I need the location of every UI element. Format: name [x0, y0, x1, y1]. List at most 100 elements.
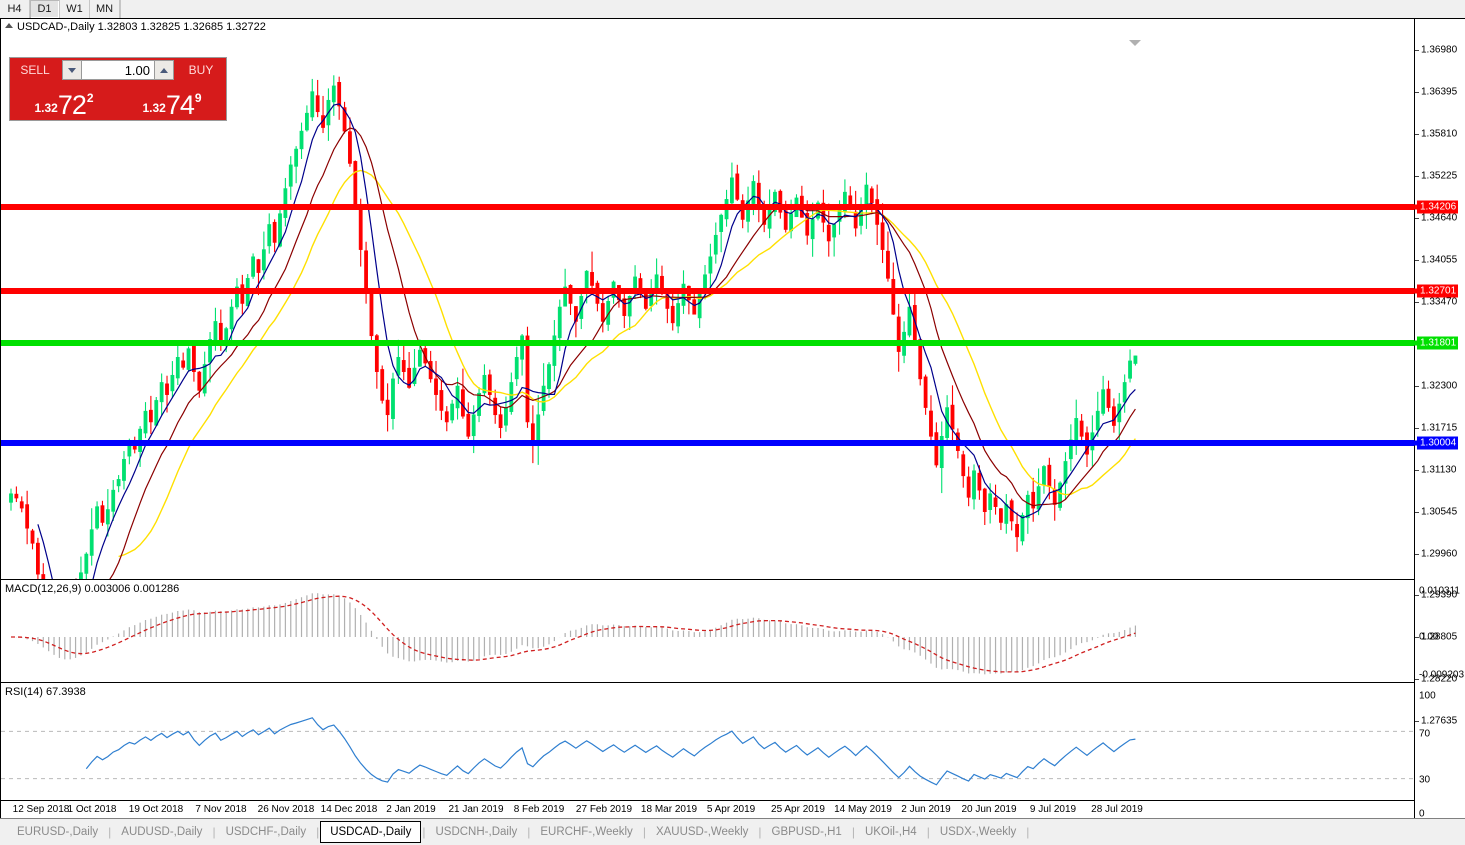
macd-scale-label: 0.00	[1419, 631, 1439, 643]
time-axis-label: 7 Nov 2018	[195, 804, 247, 815]
price-tick-label: 1.31715	[1421, 422, 1458, 434]
time-axis-label: 19 Oct 2018	[128, 804, 184, 815]
rsi-scale-label: 100	[1419, 690, 1436, 702]
symbol-tab-gbpusd--h1[interactable]: GBPUSD-,H1	[771, 826, 842, 838]
symbol-tab-usdcnh--daily[interactable]: USDCNH-,Daily	[435, 826, 518, 838]
symbol-tab-bar[interactable]: EURUSD-,Daily | AUDUSD-,Daily | USDCHF-,Dail…	[0, 818, 1465, 845]
one-click-trading-panel[interactable]: SELL 1.00 BUY 1.32 72 2 1.32 74 9	[9, 57, 227, 121]
ask-price-button[interactable]: 1.32 74 9	[119, 82, 225, 120]
chart-area[interactable]: USDCAD-,Daily 1.32803 1.32825 1.32685 1.…	[0, 18, 1465, 820]
timeframe-h4[interactable]: H4	[0, 0, 30, 18]
time-axis[interactable]: 12 Sep 2018 1 Oct 2018 19 Oct 2018 7 Nov 20…	[1, 800, 1414, 818]
time-axis-label: 14 May 2019	[834, 804, 892, 815]
level-price-nub	[1411, 288, 1417, 294]
time-axis-label: 9 Jul 2019	[1029, 804, 1077, 815]
level-price-label-resistance-upper[interactable]: 1.34206	[1417, 200, 1459, 214]
price-tick-label: 1.34640	[1421, 212, 1458, 224]
price-tick	[1415, 92, 1419, 93]
bid-price-pips: 72	[57, 90, 87, 120]
time-axis-label: 2 Jan 2019	[386, 804, 436, 815]
pane-separator-rsi	[1, 682, 1414, 683]
macd-pane[interactable]	[1, 580, 1414, 682]
time-axis-label: 25 Apr 2019	[771, 804, 825, 815]
volume-input[interactable]: 1.00	[82, 60, 154, 80]
rsi-pane[interactable]	[1, 683, 1414, 819]
macd-label: MACD(12,26,9) 0.003006 0.001286	[5, 583, 180, 595]
price-tick-label: 1.28220	[1421, 673, 1458, 685]
price-tick	[1415, 428, 1419, 429]
level-price-nub	[1411, 340, 1417, 346]
price-tick	[1415, 679, 1419, 680]
tab-separator: |	[1026, 825, 1030, 839]
level-price-label-support-blue[interactable]: 1.30004	[1417, 436, 1459, 450]
timeframe-toolbar: H4 D1 W1 MN	[0, 0, 1465, 19]
time-axis-label: 27 Feb 2019	[575, 804, 633, 815]
timeframe-mn[interactable]: MN	[90, 0, 120, 18]
price-scale[interactable]: 1.36980 1.36395 1.35810 1.35225 1.34640 1.340…	[1411, 19, 1465, 820]
level-price-nub	[1411, 204, 1417, 210]
level-price-label-resistance-lower[interactable]: 1.32701	[1417, 284, 1459, 298]
rsi-label: RSI(14) 67.3938	[5, 686, 86, 698]
tab-separator: |	[212, 825, 216, 839]
volume-up-button[interactable]	[154, 60, 174, 80]
time-axis-label: 18 Mar 2019	[640, 804, 698, 815]
symbol-tab-audusd--daily[interactable]: AUDUSD-,Daily	[121, 826, 203, 838]
time-axis-label: 8 Feb 2019	[513, 804, 565, 815]
price-tick-label: 1.36980	[1421, 44, 1458, 56]
one-click-quotes-row: 1.32 72 2 1.32 74 9	[10, 82, 226, 121]
ask-price-fraction: 9	[194, 91, 202, 105]
level-price-label-support-green[interactable]: 1.31801	[1417, 336, 1459, 350]
price-tick-label: 1.33470	[1421, 296, 1458, 308]
time-axis-label: 2 Jun 2019	[901, 804, 951, 815]
price-tick-label: 1.35810	[1421, 128, 1458, 140]
volume-stepper[interactable]: 1.00	[62, 60, 174, 80]
price-tick	[1415, 595, 1419, 596]
rsi-scale-label: 70	[1419, 728, 1431, 740]
tab-separator: |	[108, 825, 112, 839]
symbol-tab-eurchf--weekly[interactable]: EURCHF-,Weekly	[540, 826, 633, 838]
ask-price-prefix: 1.32	[142, 101, 166, 115]
tab-separator: |	[527, 825, 531, 839]
pane-separator-macd	[1, 579, 1414, 580]
chart-symbol-header: USDCAD-,Daily 1.32803 1.32825 1.32685 1.…	[5, 21, 266, 33]
price-tick	[1415, 260, 1419, 261]
symbol-tab-usdchf--daily[interactable]: USDCHF-,Daily	[225, 826, 307, 838]
tab-separator: |	[422, 825, 426, 839]
symbol-tab-ukoil--h4[interactable]: UKOil-,H4	[864, 826, 917, 838]
level-price-nub	[1411, 440, 1417, 446]
ask-price-pips: 74	[165, 90, 195, 120]
price-tick-label: 1.36395	[1421, 86, 1458, 98]
price-pane[interactable]	[1, 19, 1414, 579]
price-tick-label: 1.30545	[1421, 506, 1458, 518]
bid-price-fraction: 2	[86, 91, 94, 105]
rsi-scale-label: 30	[1419, 774, 1431, 786]
time-axis-label: 1 Oct 2018	[67, 804, 117, 815]
chevron-up-icon	[160, 67, 168, 73]
price-tick	[1415, 218, 1419, 219]
chart-symbol-ohlc-text: USDCAD-,Daily 1.32803 1.32825 1.32685 1.…	[17, 21, 266, 33]
time-axis-label: 20 Jun 2019	[961, 804, 1017, 815]
buy-button[interactable]: BUY	[176, 58, 226, 82]
timeframe-d1[interactable]: D1	[30, 0, 60, 18]
toolbar-empty-space	[120, 0, 1465, 18]
bid-price-button[interactable]: 1.32 72 2	[11, 82, 117, 120]
symbol-tab-eurusd--daily[interactable]: EURUSD-,Daily	[17, 826, 99, 838]
price-tick-label: 1.29390	[1421, 589, 1458, 601]
time-axis-label: 5 Apr 2019	[706, 804, 756, 815]
price-tick-label: 1.28805	[1421, 631, 1458, 643]
sell-button[interactable]: SELL	[10, 58, 60, 82]
symbol-tab-usdcad--daily[interactable]: USDCAD-,Daily	[320, 821, 422, 843]
symbol-tab-xauusd--weekly[interactable]: XAUUSD-,Weekly	[655, 826, 749, 838]
price-tick	[1415, 554, 1419, 555]
price-tick	[1415, 134, 1419, 135]
collapse-triangle-icon[interactable]	[5, 23, 13, 28]
price-tick-label: 1.31130	[1421, 464, 1457, 476]
timeframe-w1[interactable]: W1	[60, 0, 90, 18]
tab-separator: |	[851, 825, 855, 839]
volume-down-button[interactable]	[62, 60, 82, 80]
tab-separator: |	[926, 825, 930, 839]
time-axis-label: 26 Nov 2018	[257, 804, 315, 815]
symbol-tab-usdx--weekly[interactable]: USDX-,Weekly	[939, 826, 1017, 838]
rsi-scale-label: 0	[1419, 808, 1425, 820]
